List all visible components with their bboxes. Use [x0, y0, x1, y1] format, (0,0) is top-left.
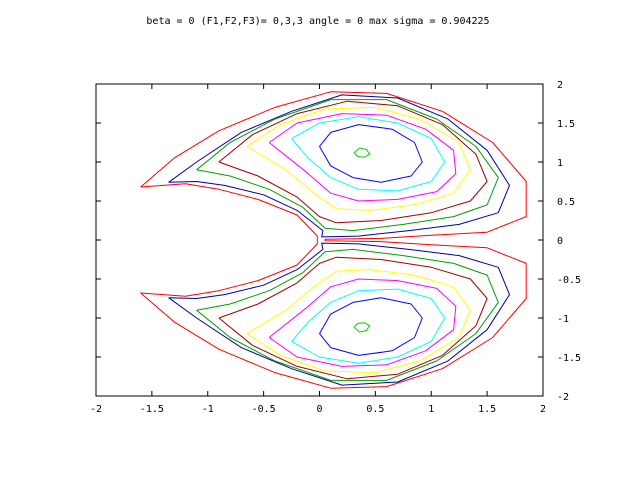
contour-line	[218, 100, 488, 224]
contour-line	[218, 256, 488, 380]
x-tick-label: 0	[316, 404, 322, 415]
x-tick-label: -2	[90, 404, 102, 415]
contour-line	[291, 116, 446, 192]
contour-line	[246, 269, 471, 374]
contour-lines	[140, 91, 527, 389]
y-tick-label: -0.5	[557, 275, 581, 286]
contour-line	[291, 288, 446, 364]
x-tick-label: -0.5	[252, 404, 276, 415]
contour-line	[246, 106, 471, 211]
x-tick-label: 1	[428, 404, 434, 415]
x-tick-label: 2	[540, 404, 546, 415]
axis-ticks: -2 -1.5 -1 -0.5 0 0.5 1 1.5 2 2 1.5 1 0.5 0 -0.5 -1 -1.5…	[90, 80, 581, 415]
y-tick-label: 2	[557, 80, 563, 91]
plot-frame	[95, 83, 544, 397]
y-tick-label: 1.5	[557, 119, 575, 130]
x-tick-label: -1	[202, 404, 214, 415]
contour-line	[268, 113, 457, 202]
contour-line	[353, 322, 371, 333]
chart-title: beta = 0 (F1,F2,F3)= 0,3,3 angle = 0 max…	[146, 16, 489, 27]
y-tick-label: -1	[557, 314, 569, 325]
contour-line	[168, 242, 510, 386]
contour-line	[319, 124, 423, 183]
contour-line	[319, 297, 423, 356]
contour-line	[168, 94, 510, 238]
contour-line	[353, 147, 371, 158]
x-tick-label: 1.5	[478, 404, 496, 415]
contour-line	[268, 278, 457, 367]
x-tick-label: -1.5	[140, 404, 164, 415]
contour-line	[140, 91, 527, 389]
y-tick-label: -2	[557, 392, 569, 403]
y-tick-label: 0	[557, 236, 563, 247]
y-tick-label: 0.5	[557, 197, 575, 208]
contour-line	[196, 99, 499, 232]
contour-line	[196, 248, 499, 381]
x-tick-label: 0.5	[366, 404, 384, 415]
y-tick-label: -1.5	[557, 353, 581, 364]
y-tick-label: 1	[557, 158, 563, 169]
